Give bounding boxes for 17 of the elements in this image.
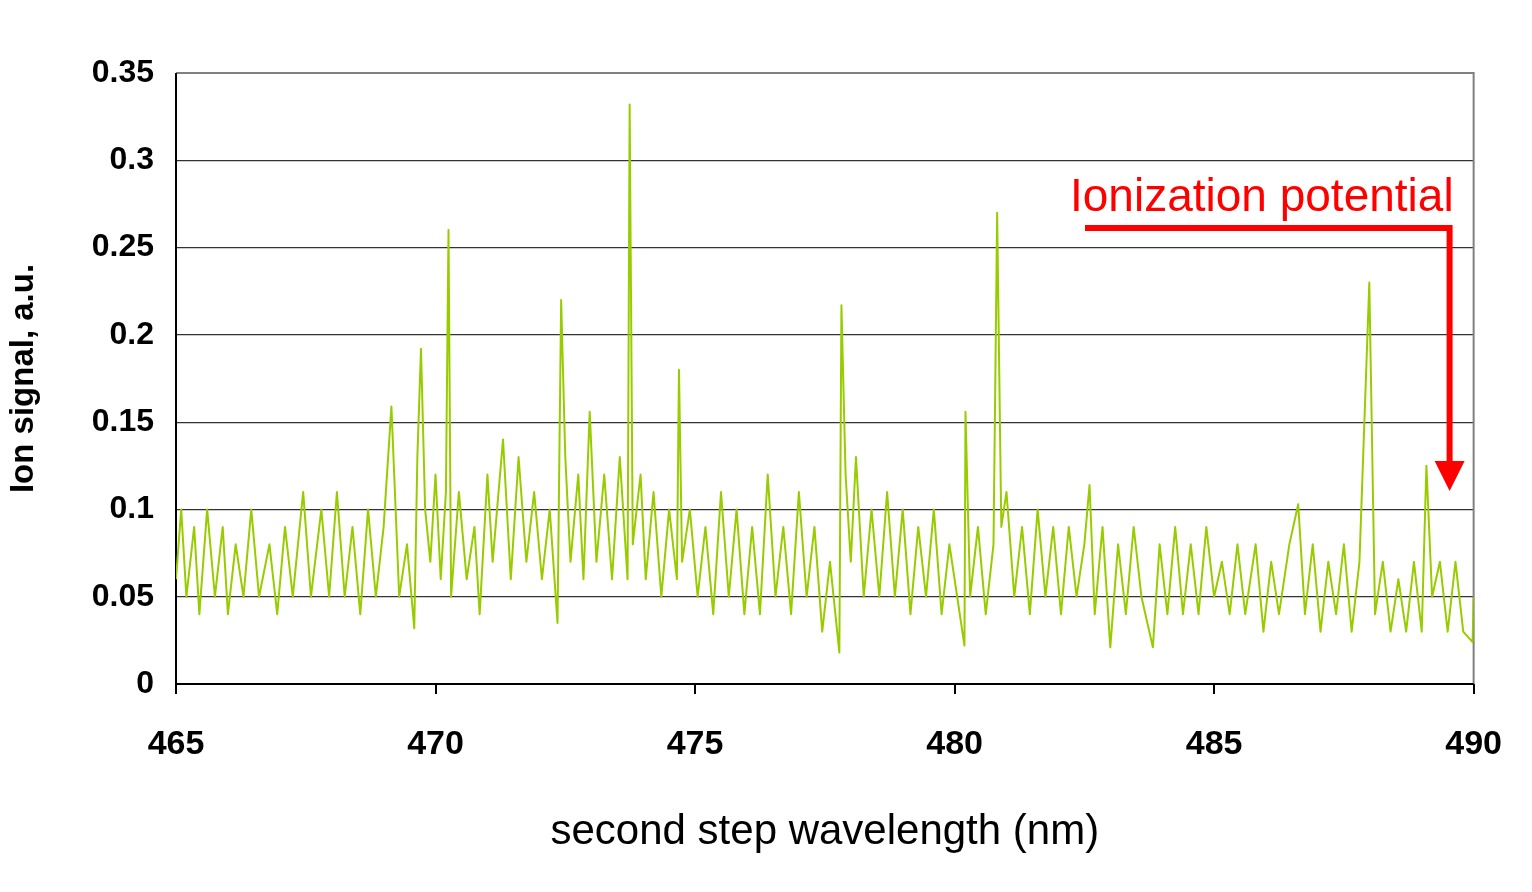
y-tick-label: 0.2 xyxy=(109,314,154,351)
x-tick-label: 480 xyxy=(926,722,983,761)
x-tick-label: 485 xyxy=(1185,722,1243,761)
y-axis-title: Ion signal, a.u. xyxy=(2,263,40,494)
x-axis-title: second step wavelength (nm) xyxy=(550,806,1100,854)
x-tick-label: 465 xyxy=(147,722,205,761)
y-tick-label: 0.1 xyxy=(109,489,154,526)
y-tick-label: 0.35 xyxy=(91,52,154,89)
x-tick-label: 470 xyxy=(407,722,464,761)
y-tick-label: 0.25 xyxy=(91,227,154,264)
x-tick-label: 475 xyxy=(666,722,724,761)
y-tick-label: 0.3 xyxy=(109,140,154,177)
y-tick-label: 0 xyxy=(136,663,154,700)
x-tick-label: 490 xyxy=(1445,722,1502,761)
annotation: Ionization potential xyxy=(1070,169,1454,221)
y-tick-label: 0.15 xyxy=(91,401,154,438)
y-tick-label: 0.05 xyxy=(91,576,154,613)
